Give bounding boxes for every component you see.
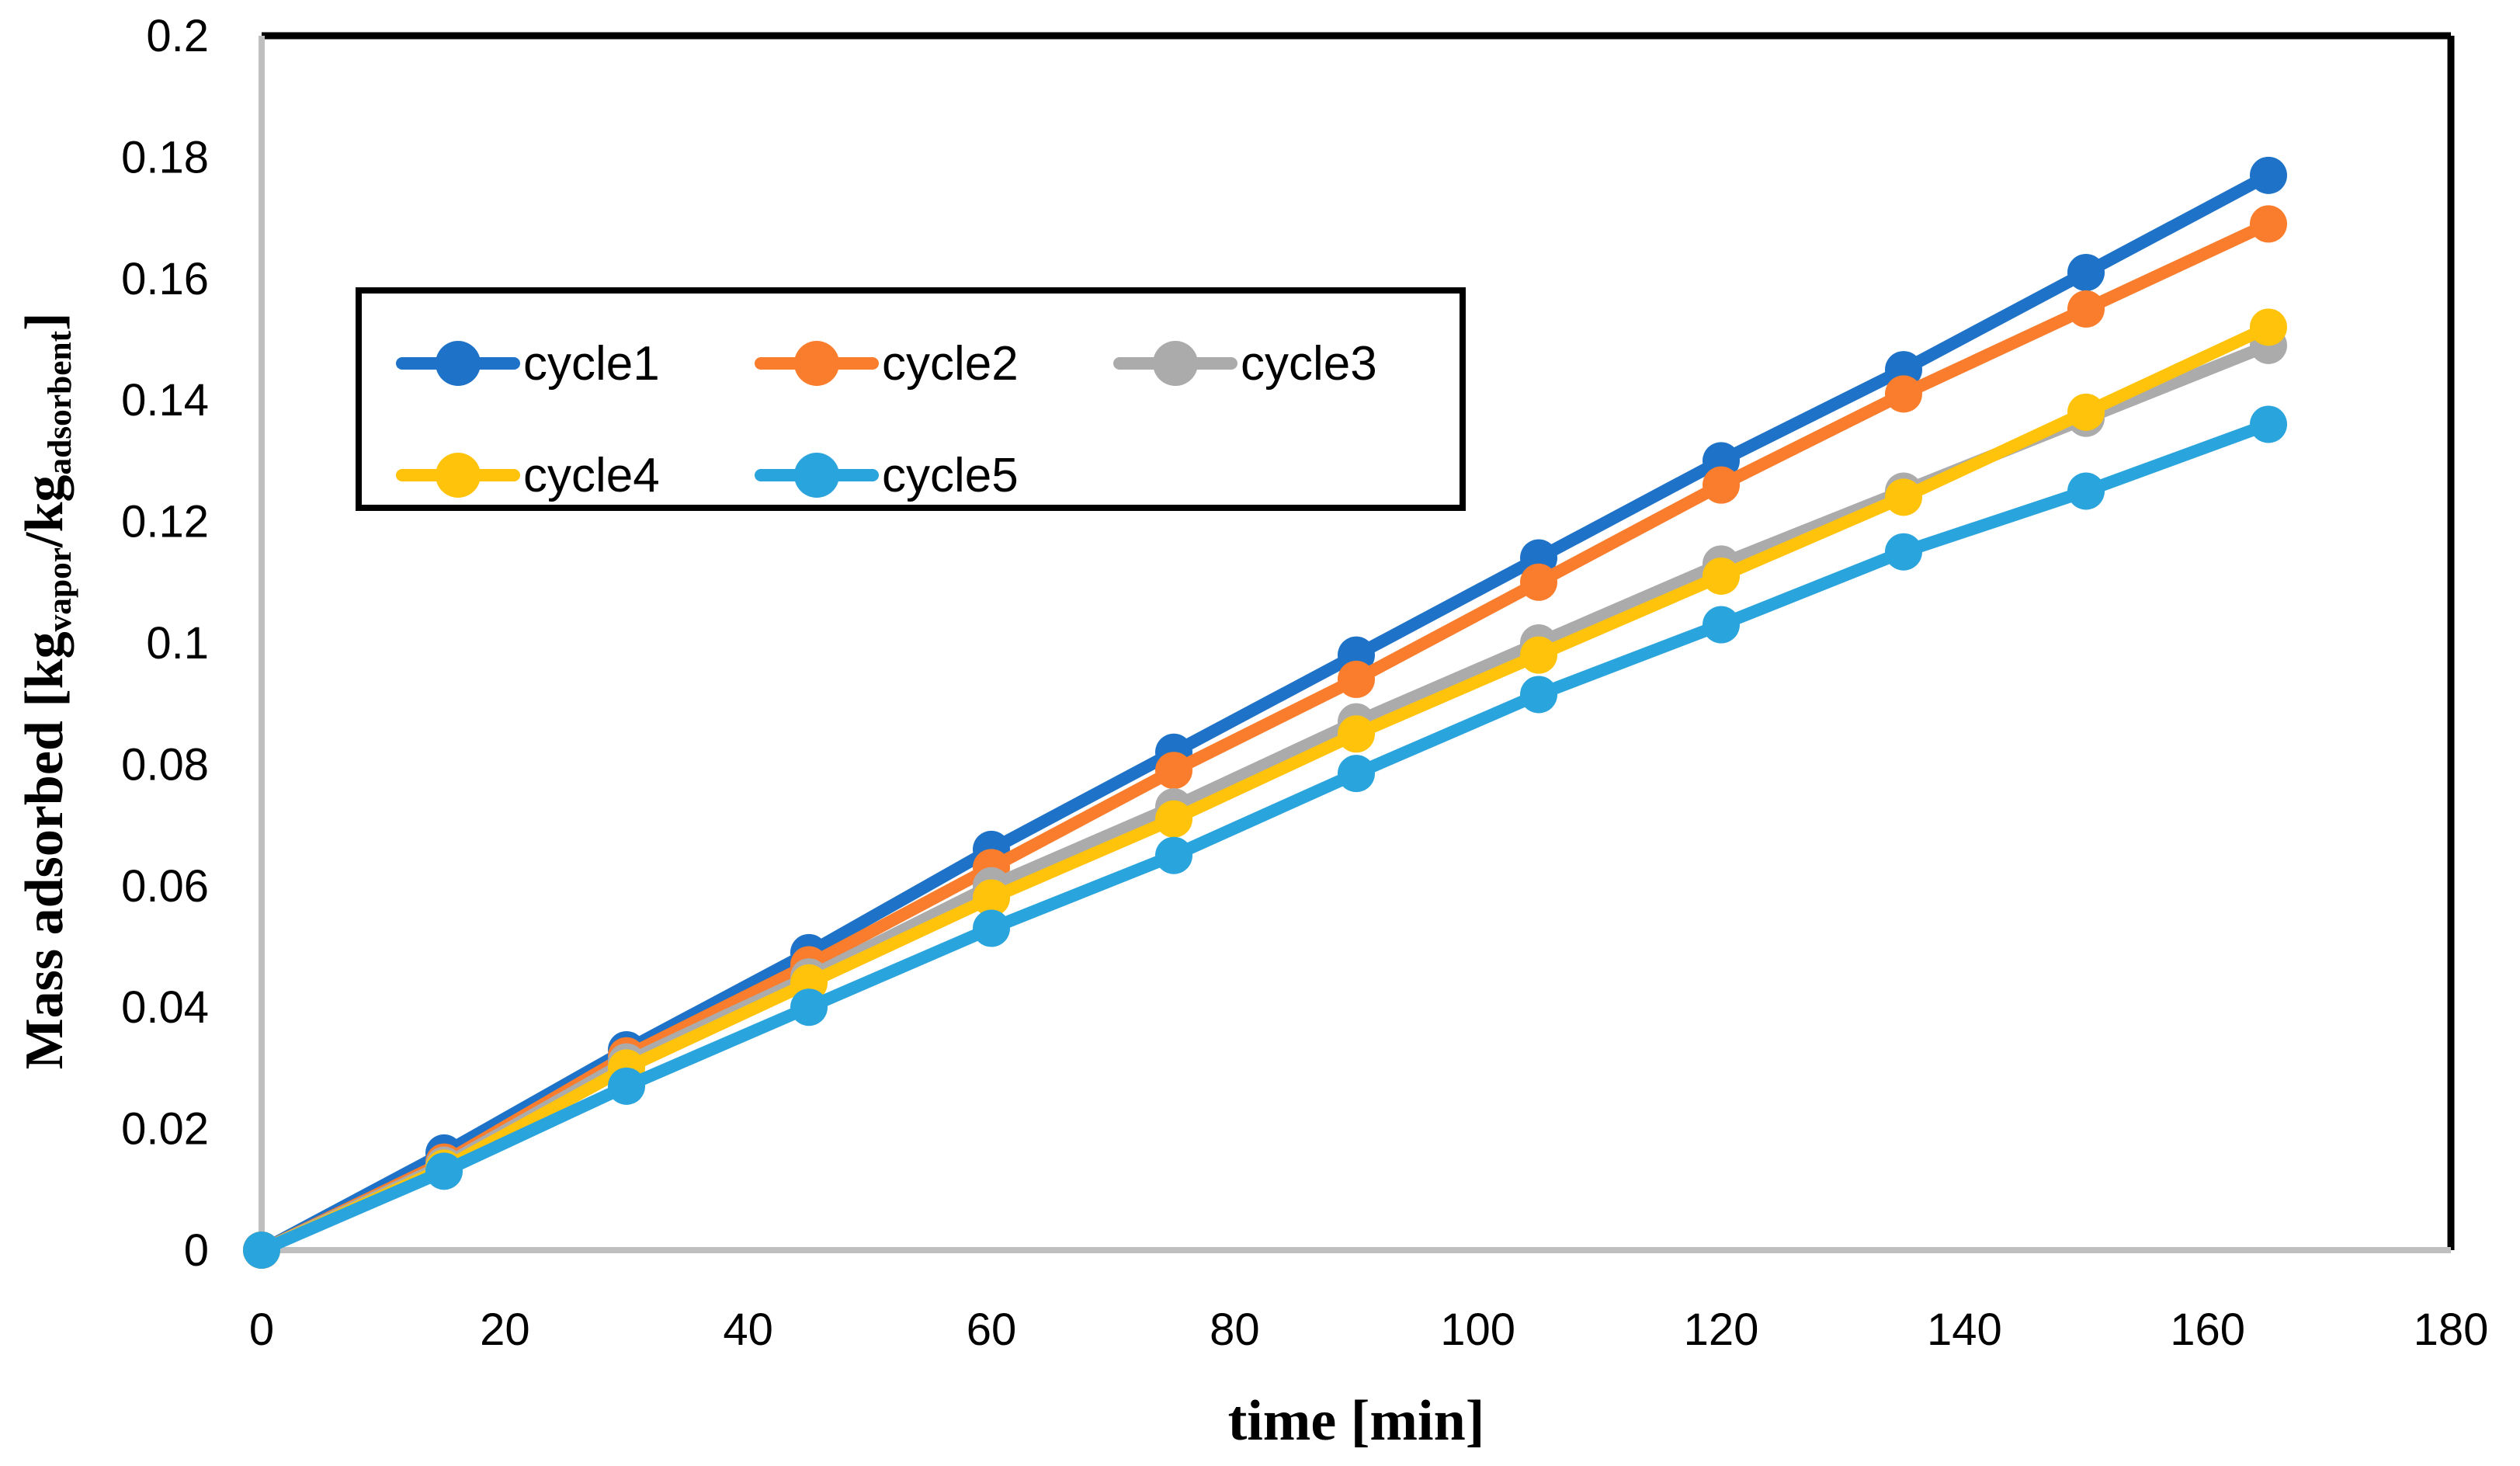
data-point-cycle5	[608, 1067, 645, 1105]
data-point-cycle2	[2067, 290, 2105, 328]
data-point-cycle2	[1703, 466, 1740, 504]
y-axis-title-text: Mass adsorbed [kg	[15, 631, 75, 1070]
data-point-cycle4	[2067, 393, 2105, 431]
data-point-cycle4	[1338, 715, 1375, 753]
y-axis-title: Mass adsorbed [kgvapor/kgadsorbent]	[14, 313, 79, 1070]
legend-label-cycle1: cycle1	[523, 336, 660, 391]
x-tick-label: 40	[723, 1304, 773, 1355]
legend: cycle1 cycle2 cycle3 cycle4 cycle5	[356, 287, 1466, 511]
legend-item-cycle3: cycle3	[1113, 325, 1460, 402]
data-point-cycle2	[1885, 375, 1922, 413]
legend-item-cycle4: cycle4	[396, 436, 755, 514]
data-point-cycle5	[1703, 606, 1740, 644]
data-point-cycle5	[973, 909, 1010, 947]
cycle2-marker-icon	[755, 341, 879, 386]
cycle5-marker-icon	[755, 453, 879, 498]
data-point-cycle1	[2067, 253, 2105, 291]
y-tick-label: 0.1	[146, 618, 209, 669]
series-line-cycle4	[259, 321, 2272, 1256]
y-axis-title-text3: ]	[15, 312, 75, 331]
data-point-cycle2	[1155, 752, 1192, 790]
legend-row-1: cycle1 cycle2 cycle3	[396, 325, 1460, 402]
y-tick-label: 0.14	[121, 375, 209, 426]
x-tick-label: 100	[1440, 1304, 1515, 1355]
x-tick-label: 140	[1927, 1304, 2002, 1355]
x-tick-label: 60	[967, 1304, 1017, 1355]
data-point-cycle1	[2250, 156, 2287, 194]
y-tick-label: 0.08	[121, 739, 209, 790]
data-point-cycle5	[243, 1232, 280, 1269]
x-tick-label: 80	[1210, 1304, 1260, 1355]
legend-item-cycle5: cycle5	[755, 436, 1113, 514]
cycle1-marker-icon	[396, 341, 520, 386]
x-tick-label: 120	[1684, 1304, 1759, 1355]
cycle4-marker-icon	[396, 453, 520, 498]
data-point-cycle5	[2067, 472, 2105, 510]
data-point-cycle5	[2250, 405, 2287, 443]
data-point-cycle4	[1885, 478, 1922, 516]
legend-label-cycle4: cycle4	[523, 448, 660, 502]
data-point-cycle5	[790, 988, 828, 1027]
y-tick-label: 0.2	[146, 11, 209, 61]
y-tick-label: 0.04	[121, 982, 209, 1033]
y-axis-title-text2: /kg	[15, 474, 75, 547]
y-axis-title-sub-adsorbent: adsorbent	[40, 330, 78, 475]
data-point-cycle2	[1338, 660, 1375, 698]
data-point-cycle4	[973, 879, 1010, 917]
legend-label-cycle5: cycle5	[882, 448, 1019, 502]
data-point-cycle5	[1155, 836, 1192, 874]
legend-label-cycle3: cycle3	[1241, 336, 1377, 391]
y-tick-label: 0	[184, 1225, 209, 1276]
data-point-cycle2	[1520, 563, 1557, 601]
y-tick-label: 0.16	[121, 254, 209, 304]
data-point-cycle5	[425, 1152, 463, 1190]
data-point-cycle2	[2250, 205, 2287, 243]
data-point-cycle4	[1155, 800, 1192, 838]
data-point-cycle5	[1520, 676, 1557, 714]
y-tick-label: 0.12	[121, 497, 209, 547]
legend-item-cycle2: cycle2	[755, 325, 1113, 402]
cycle3-marker-icon	[1113, 341, 1237, 386]
legend-label-cycle2: cycle2	[882, 336, 1019, 391]
data-point-cycle4	[2250, 308, 2287, 346]
x-tick-label: 180	[2414, 1304, 2489, 1355]
data-point-cycle4	[1703, 557, 1740, 595]
y-tick-label: 0.06	[121, 861, 209, 912]
series-line-cycle5	[259, 418, 2271, 1256]
data-point-cycle5	[1885, 533, 1922, 571]
data-point-cycle5	[1338, 755, 1375, 793]
y-tick-label: 0.18	[121, 132, 209, 182]
x-tick-label: 0	[249, 1304, 274, 1355]
x-tick-label: 160	[2170, 1304, 2245, 1355]
data-point-cycle4	[1520, 636, 1557, 674]
x-axis-title: time [min]	[1227, 1389, 1485, 1453]
y-axis-title-sub-vapor: vapor	[40, 547, 78, 632]
legend-row-2: cycle4 cycle5	[396, 436, 1460, 514]
y-tick-label: 0.02	[121, 1104, 209, 1155]
x-tick-label: 20	[480, 1304, 530, 1355]
legend-item-cycle1: cycle1	[396, 325, 755, 402]
